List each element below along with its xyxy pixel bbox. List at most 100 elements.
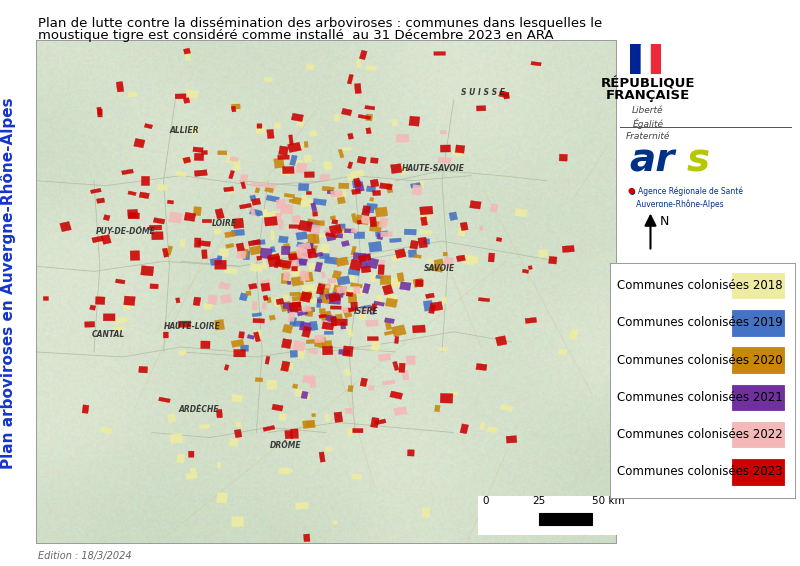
Bar [194,238,201,247]
Bar [346,428,354,436]
Bar [319,291,325,298]
Bar [240,174,248,185]
Bar [210,258,222,265]
Bar [292,160,302,165]
Bar [366,320,378,327]
Bar [306,421,314,427]
Bar [193,297,201,306]
Text: s: s [686,142,710,180]
Bar [350,170,364,178]
Bar [262,209,268,217]
Bar [407,449,414,456]
Bar [650,44,661,74]
Bar [308,218,318,224]
Bar [348,385,354,392]
Bar [194,153,204,161]
Bar [296,250,308,259]
Bar [307,233,317,244]
Bar [455,145,465,153]
Bar [130,251,140,260]
Bar [399,363,406,372]
Bar [281,204,293,214]
Bar [531,62,542,66]
Bar [344,369,351,376]
Bar [443,252,447,256]
Text: HAUTE-SAVOIE: HAUTE-SAVOIE [402,164,465,173]
Bar [302,195,308,199]
Bar [408,250,417,258]
Bar [292,197,302,205]
Bar [476,363,487,371]
Bar [298,242,312,254]
Bar [356,59,362,68]
Bar [251,183,262,187]
Bar [370,341,381,351]
Bar [170,434,183,443]
Bar [278,155,290,160]
Bar [269,315,275,320]
Bar [186,473,198,479]
Bar [330,216,336,220]
Bar [342,346,354,357]
Bar [347,162,353,169]
Bar [231,104,240,109]
Bar [322,320,327,329]
Text: LOIRE: LOIRE [212,219,237,228]
Bar [201,341,210,349]
Text: HAUTE-LOIRE: HAUTE-LOIRE [164,322,221,331]
Bar [353,286,360,294]
Bar [191,127,198,134]
Bar [103,314,115,321]
Bar [321,272,326,278]
Bar [342,288,355,295]
Bar [313,234,319,243]
Bar [419,206,433,215]
Bar [282,166,294,174]
Bar [316,284,326,295]
Bar [301,393,310,400]
Bar [233,160,241,170]
Bar [332,271,342,279]
Bar [292,302,301,308]
Bar [285,430,293,439]
Bar [270,246,275,252]
Bar [414,254,422,258]
Bar [385,293,398,301]
Bar [421,217,427,226]
Bar [306,243,316,250]
Bar [732,422,784,447]
Bar [264,217,278,226]
Bar [308,349,318,354]
Bar [166,246,173,255]
Bar [347,74,354,84]
Bar [114,317,127,324]
Bar [538,513,592,525]
Bar [317,297,322,307]
Bar [261,283,270,291]
Bar [216,409,222,418]
Bar [319,244,330,254]
Bar [275,213,282,221]
Bar [348,293,357,303]
Bar [322,341,332,346]
Bar [267,254,280,261]
Bar [274,259,280,268]
Bar [302,375,315,384]
Bar [246,291,251,295]
Text: 25: 25 [532,496,546,506]
Bar [215,208,224,219]
Bar [345,408,353,414]
Text: ar: ar [630,142,674,180]
Bar [257,124,262,128]
Bar [190,468,196,473]
Bar [154,217,165,224]
Bar [306,340,315,344]
Bar [358,114,371,119]
Bar [300,291,312,302]
Bar [377,294,383,305]
Bar [158,397,170,402]
Bar [291,266,301,277]
Bar [270,252,282,259]
Bar [231,106,236,112]
Bar [379,183,393,190]
